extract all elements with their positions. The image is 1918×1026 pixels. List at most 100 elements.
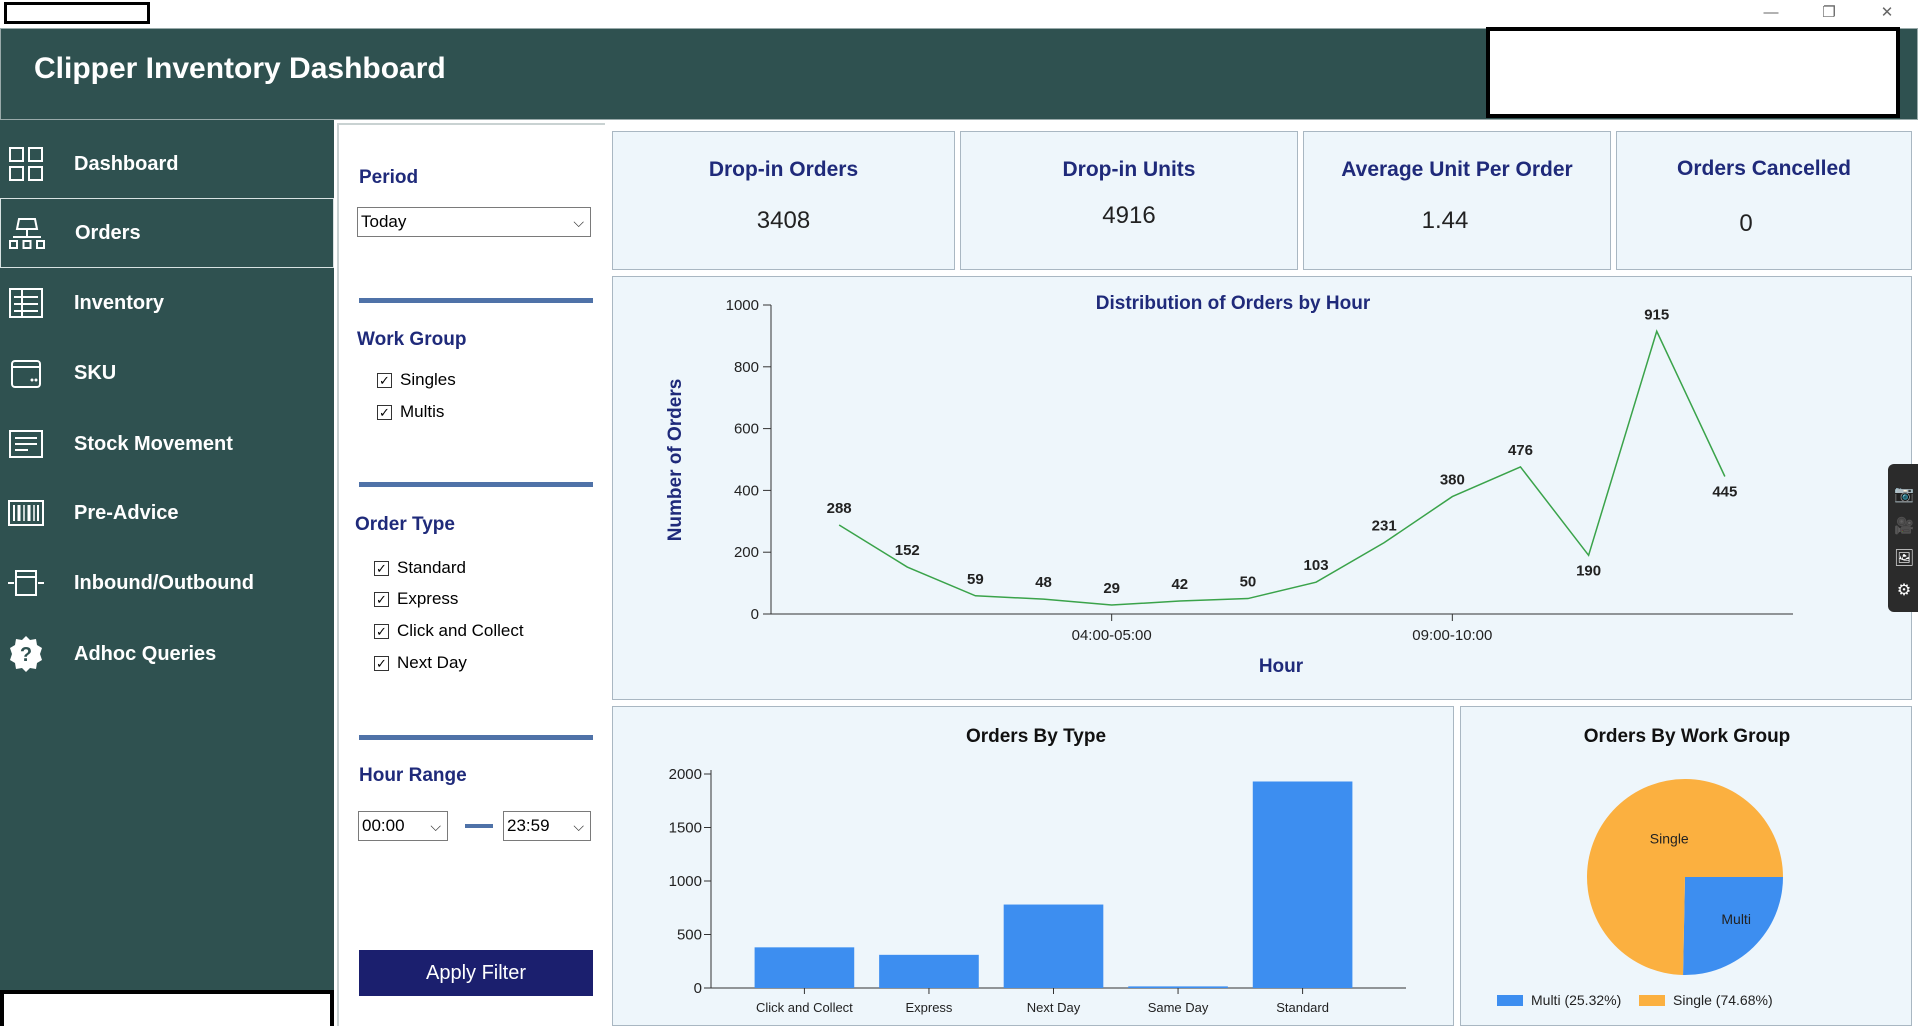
sidebar-redacted-box <box>0 990 334 1026</box>
bar <box>1003 904 1104 988</box>
y-tick-label: 1000 <box>669 873 702 890</box>
sidebar-item-dashboard[interactable]: Dashboard <box>0 129 334 199</box>
orders-by-work-group-chart: Orders By Work Group Multi Single Multi (25… <box>1497 726 1790 1008</box>
period-heading: Period <box>359 167 419 188</box>
data-label: 103 <box>1304 557 1329 574</box>
sidebar-item-adhoc-queries[interactable]: ? Adhoc Queries <box>0 619 334 689</box>
orders-by-type-chart: Orders By Type 0 500 1000 1500 2000 Click and … <box>669 726 1406 1015</box>
order-type-heading: Order Type <box>355 514 455 535</box>
sidebar-item-label: Stock Movement <box>74 432 233 455</box>
checkbox-check-icon: ✓ <box>377 404 392 420</box>
kpi-card-average-unit-per-order: Average Unit Per Order 1.44 <box>1303 131 1611 270</box>
sidebar: Dashboard Orders Inventory <box>0 120 334 1026</box>
gallery-icon[interactable]: 🖼 <box>1894 550 1915 567</box>
video-icon[interactable]: 🎥 <box>1894 518 1914 535</box>
restore-button[interactable]: ❐ <box>1822 4 1836 21</box>
legend-swatch <box>1639 995 1665 1006</box>
chevron-down-icon: ⌵ <box>573 818 584 834</box>
checkbox-next-day[interactable]: ✓ Next Day <box>374 653 467 673</box>
close-button[interactable]: ✕ <box>1880 4 1894 21</box>
kpi-value: 3408 <box>756 207 811 234</box>
sidebar-item-pre-advice[interactable]: Pre-Advice <box>0 478 334 548</box>
kpi-card-drop-in-units: Drop-in Units 4916 <box>960 131 1298 270</box>
bar <box>1252 781 1353 988</box>
apply-filter-button[interactable]: Apply Filter <box>359 950 593 996</box>
y-axis-label: Number of Orders <box>665 379 686 542</box>
list-icon <box>9 430 43 458</box>
org-chart-icon <box>9 218 45 249</box>
checkbox-multis[interactable]: ✓ Multis <box>377 402 444 422</box>
chart-title: Distribution of Orders by Hour <box>1096 293 1371 314</box>
checkbox-label: Express <box>397 589 459 608</box>
data-label: 152 <box>895 542 920 559</box>
checkbox-express[interactable]: ✓ Express <box>374 589 458 609</box>
divider <box>359 482 593 487</box>
orders-by-hour-card: Distribution of Orders by Hour 0 200 400 600… <box>612 276 1912 700</box>
sidebar-item-orders[interactable]: Orders <box>0 198 334 268</box>
checkbox-label: Standard <box>397 558 466 577</box>
bar <box>754 947 855 988</box>
kpi-card-orders-cancelled: Orders Cancelled 0 <box>1616 131 1912 270</box>
clipboard-icon <box>9 288 43 318</box>
camera-icon[interactable]: 📷 <box>1894 486 1914 503</box>
data-label: 915 <box>1644 306 1669 323</box>
checkbox-standard[interactable]: ✓ Standard <box>374 558 466 578</box>
data-label: 445 <box>1712 483 1737 500</box>
y-tick-label: 2000 <box>669 766 702 783</box>
sidebar-item-label: Inbound/Outbound <box>74 571 254 594</box>
kpi-title: Average Unit Per Order <box>1341 158 1573 181</box>
minimize-button[interactable]: — <box>1763 4 1779 21</box>
data-label: 42 <box>1171 576 1188 593</box>
checkbox-check-icon: ✓ <box>374 655 389 671</box>
checkbox-click-and-collect[interactable]: ✓ Click and Collect <box>374 621 524 641</box>
chart-title: Orders By Type <box>966 726 1106 747</box>
kpi-value: 0 <box>1739 210 1753 237</box>
x-axis-label: Hour <box>1259 656 1304 677</box>
range-separator <box>465 824 493 828</box>
legend-swatch <box>1497 995 1523 1006</box>
orders-by-hour-chart: Distribution of Orders by Hour 0 200 400 600… <box>665 293 1793 677</box>
checkbox-label: Next Day <box>397 653 467 672</box>
grid-icon <box>9 147 43 181</box>
x-tick-label: Click and Collect <box>756 1000 853 1015</box>
kpi-card-drop-in-orders: Drop-in Orders 3408 <box>612 131 955 270</box>
window-title-redacted <box>4 2 150 24</box>
sidebar-item-label: SKU <box>74 361 117 384</box>
data-label: 476 <box>1508 442 1533 459</box>
chevron-down-icon: ⌵ <box>573 214 584 230</box>
checkbox-singles[interactable]: ✓ Singles <box>377 370 456 390</box>
y-tick-label: 500 <box>677 927 702 944</box>
kpi-title: Drop-in Orders <box>708 158 859 181</box>
hour-from-select[interactable]: 00:00 ⌵ <box>358 811 448 841</box>
period-select-value: Today <box>361 212 407 231</box>
period-select[interactable]: Today ⌵ <box>357 207 591 237</box>
data-label: 231 <box>1372 518 1397 535</box>
hour-from-value: 00:00 <box>362 816 405 835</box>
sidebar-item-inventory[interactable]: Inventory <box>0 268 334 338</box>
x-tick-label: Express <box>905 1000 952 1015</box>
hour-to-select[interactable]: 23:59 ⌵ <box>503 811 591 841</box>
window-titlebar: — ❐ ✕ <box>0 0 1918 28</box>
x-tick-label: Next Day <box>1027 1000 1081 1015</box>
package-icon <box>8 570 44 596</box>
checkbox-label: Click and Collect <box>397 621 524 640</box>
header-redacted-box <box>1486 27 1900 118</box>
data-label: 380 <box>1440 472 1465 489</box>
slice-label: Multi <box>1721 911 1751 927</box>
capture-toolbar: 📷 🎥 🖼 ⚙ <box>1888 464 1918 612</box>
y-tick-label: 1000 <box>726 297 759 314</box>
sidebar-item-label: Orders <box>75 221 141 244</box>
sidebar-item-inbound-outbound[interactable]: Inbound/Outbound <box>0 548 334 618</box>
gear-icon[interactable]: ⚙ <box>1896 582 1912 599</box>
bar <box>1128 986 1228 988</box>
orders-by-work-group-card: Orders By Work Group Multi Single Multi (25… <box>1460 706 1912 1026</box>
legend-label: Multi (25.32%) <box>1531 992 1621 1008</box>
sidebar-item-label: Dashboard <box>74 152 179 175</box>
app-title: Clipper Inventory Dashboard <box>34 52 446 85</box>
sidebar-item-sku[interactable]: SKU <box>0 338 334 408</box>
sidebar-item-label: Inventory <box>74 291 165 314</box>
y-tick-label: 400 <box>734 482 759 499</box>
kpi-title: Drop-in Units <box>1062 158 1196 181</box>
sidebar-item-stock-movement[interactable]: Stock Movement <box>0 409 334 479</box>
